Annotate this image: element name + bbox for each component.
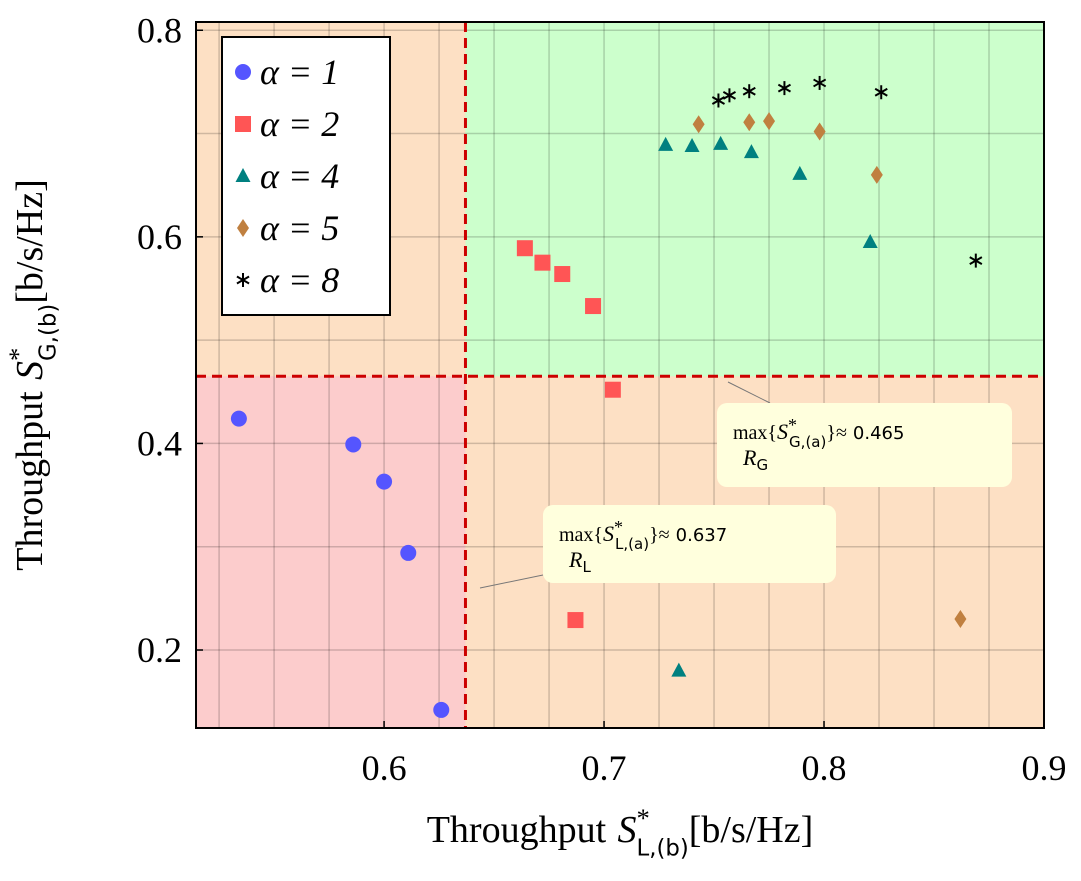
point xyxy=(743,113,756,132)
point xyxy=(684,137,700,152)
point xyxy=(235,64,251,80)
point xyxy=(713,135,729,150)
point xyxy=(236,273,250,287)
x-tick-label: 0.7 xyxy=(582,748,627,788)
point xyxy=(235,116,251,132)
x-tick-label: 0.6 xyxy=(362,748,407,788)
point xyxy=(554,266,571,283)
region-both-low xyxy=(196,376,466,728)
point xyxy=(433,701,450,718)
y-tick-label: 0.6 xyxy=(137,217,182,257)
point xyxy=(862,234,878,249)
point xyxy=(534,254,551,271)
point xyxy=(692,115,705,134)
annotation: RG xyxy=(742,445,768,474)
point xyxy=(969,253,983,268)
point xyxy=(237,219,249,237)
point xyxy=(516,240,533,257)
annotation: RL xyxy=(568,547,591,576)
legend-box xyxy=(221,36,391,316)
axis-label: Throughput S* L,(b)[b/s/Hz] xyxy=(427,803,814,862)
annotation: max{S* G,(a)}≈ 0.465 xyxy=(733,415,904,451)
y-tick-label: 0.2 xyxy=(137,630,182,670)
x-tick-label: 0.8 xyxy=(802,748,847,788)
legend-label: α = 4 xyxy=(260,156,339,196)
plot-frame xyxy=(195,21,1045,729)
point xyxy=(585,298,602,315)
point xyxy=(763,112,776,131)
annotation-box xyxy=(717,403,1012,487)
point xyxy=(954,610,967,629)
point xyxy=(792,165,808,180)
legend-label: α = 2 xyxy=(260,104,339,144)
annotation: max{S* L,(a)}≈ 0.637 xyxy=(559,517,727,553)
annotation-pointer xyxy=(479,574,544,589)
point xyxy=(376,473,393,490)
legend-label: α = 1 xyxy=(260,52,339,92)
point xyxy=(345,436,362,453)
point xyxy=(567,612,584,629)
point xyxy=(604,381,621,398)
point xyxy=(743,144,759,159)
point xyxy=(777,81,791,96)
legend-label: α = 8 xyxy=(260,260,339,300)
legend-label: α = 5 xyxy=(260,208,339,248)
x-tick-label: 0.9 xyxy=(1022,748,1067,788)
point xyxy=(813,75,827,90)
point xyxy=(658,136,674,151)
y-tick-label: 0.8 xyxy=(137,10,182,50)
point xyxy=(870,165,883,184)
point xyxy=(711,93,726,108)
region-both-high xyxy=(465,22,1044,377)
y-tick-label: 0.4 xyxy=(137,423,182,463)
point xyxy=(400,544,417,561)
annotation-box xyxy=(543,505,836,583)
point xyxy=(230,410,247,427)
point xyxy=(813,122,826,141)
annotation-pointer xyxy=(727,381,771,404)
point xyxy=(722,88,736,103)
point xyxy=(671,662,687,677)
point xyxy=(235,168,251,182)
point xyxy=(874,85,888,100)
point xyxy=(742,84,756,99)
axis-label: ThroughputS* G,(b)[b/s/Hz] xyxy=(3,179,62,571)
